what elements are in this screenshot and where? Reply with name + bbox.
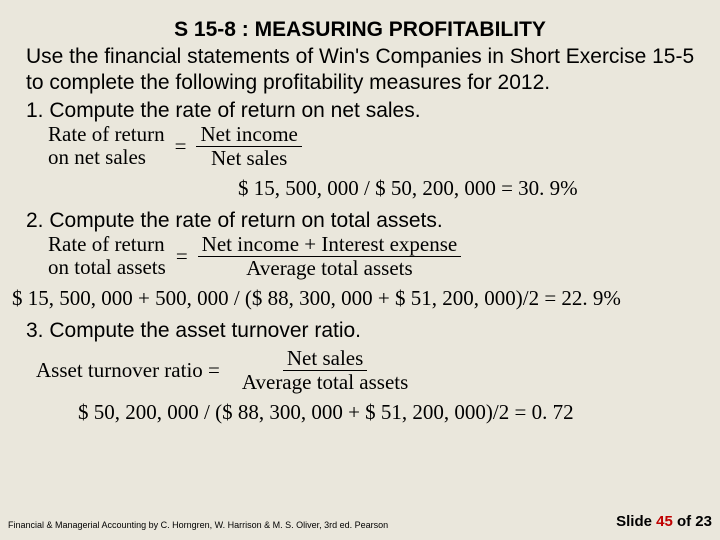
formula-3-fraction: Net sales Average total assets: [238, 347, 412, 394]
slide-title: S 15-8 : MEASURING PROFITABILITY: [88, 18, 632, 42]
formula-2-denominator: Average total assets: [242, 257, 416, 280]
footer-suffix: of 23: [673, 513, 712, 530]
formula-3-numerator: Net sales: [283, 347, 367, 371]
formula-2-fraction: Net income + Interest expense Average to…: [198, 233, 462, 280]
equals-sign: =: [176, 245, 188, 268]
slide-content: S 15-8 : MEASURING PROFITABILITY Use the…: [0, 0, 720, 425]
formula-1-left-bot: on net sales: [48, 146, 165, 169]
formula-1-numerator: Net income: [196, 123, 301, 147]
formula-1-left-top: Rate of return: [48, 123, 165, 146]
formula-1-left: Rate of return on net sales: [48, 123, 165, 169]
equals-sign: =: [175, 135, 187, 158]
formula-3: Asset turnover ratio = Net sales Average…: [36, 347, 712, 394]
question-1: 1. Compute the rate of return on net sal…: [26, 99, 712, 123]
calc-1: $ 15, 500, 000 / $ 50, 200, 000 = 30. 9%: [238, 176, 712, 201]
question-3: 3. Compute the asset turnover ratio.: [26, 319, 712, 343]
formula-1-fraction: Net income Net sales: [196, 123, 301, 170]
footer-prefix: Slide: [616, 513, 656, 530]
formula-2: Rate of return on total assets = Net inc…: [48, 233, 712, 280]
formula-2-left-bot: on total assets: [48, 256, 166, 279]
formula-1-denominator: Net sales: [207, 147, 291, 170]
formula-1: Rate of return on net sales = Net income…: [48, 123, 712, 170]
formula-2-numerator: Net income + Interest expense: [198, 233, 462, 257]
intro-text: Use the financial statements of Win's Co…: [26, 44, 712, 97]
formula-2-left: Rate of return on total assets: [48, 233, 166, 279]
formula-3-denominator: Average total assets: [238, 371, 412, 394]
footer-citation: Financial & Managerial Accounting by C. …: [8, 520, 388, 530]
page-number: 45: [656, 513, 673, 530]
formula-2-left-top: Rate of return: [48, 233, 166, 256]
footer-page: Slide 45 of 23: [616, 513, 712, 530]
calc-2: $ 15, 500, 000 + 500, 000 / ($ 88, 300, …: [12, 286, 712, 311]
question-2: 2. Compute the rate of return on total a…: [26, 209, 712, 233]
footer: Financial & Managerial Accounting by C. …: [8, 513, 712, 530]
formula-3-left: Asset turnover ratio =: [36, 359, 220, 382]
calc-3: $ 50, 200, 000 / ($ 88, 300, 000 + $ 51,…: [78, 400, 712, 425]
